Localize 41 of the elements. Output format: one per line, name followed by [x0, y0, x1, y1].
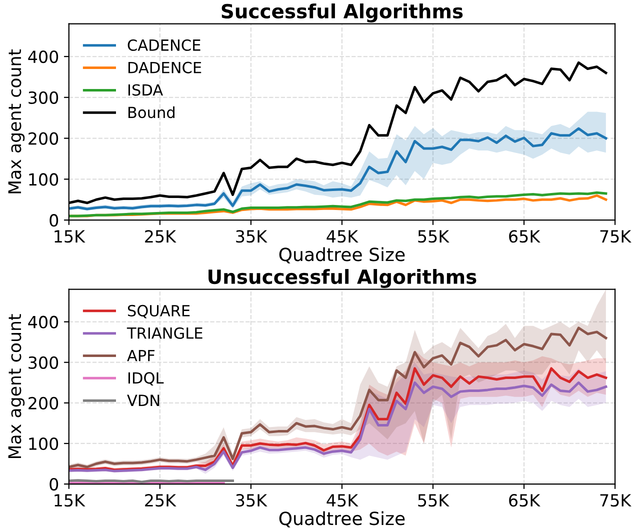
- y-tick-label: 100: [29, 437, 58, 450]
- legend-label: SQUARE: [128, 304, 190, 318]
- legend-label: DADENCE: [128, 62, 202, 74]
- legend-label: APF: [127, 350, 155, 362]
- y-axis-title: Max agent count: [8, 314, 25, 458]
- x-tick-label: 25K: [145, 230, 176, 243]
- y-tick-label: 400: [28, 316, 58, 328]
- legend-label: VDN: [127, 394, 160, 406]
- chart-title: Unsuccessful Algorithms: [208, 269, 476, 288]
- x-tick-label: 55K: [418, 230, 450, 243]
- y-tick-label: 300: [28, 356, 58, 369]
- y-tick-label: 400: [28, 50, 58, 64]
- line-series: [68, 127, 608, 210]
- legend-label: TRIANGLE: [126, 327, 202, 339]
- x-tick-label: 55K: [418, 494, 450, 507]
- y-tick-label: 200: [28, 132, 58, 145]
- legend-label: Bound: [128, 106, 174, 118]
- y-tick-label: 300: [28, 91, 58, 104]
- x-tick-label: 45K: [326, 230, 358, 243]
- x-tick-label: 45K: [326, 494, 358, 507]
- line-series: [68, 326, 608, 468]
- x-tick-label: 75K: [600, 494, 632, 507]
- x-tick-label: 35K: [236, 230, 268, 243]
- chart-title: Successful Algorithms: [222, 3, 463, 22]
- x-tick-label: 15K: [54, 230, 86, 243]
- y-tick-label: 0: [50, 214, 58, 227]
- x-tick-label: 65K: [509, 230, 540, 243]
- y-tick-label: 200: [28, 396, 58, 410]
- y-tick-label: 100: [29, 173, 58, 186]
- y-tick-label: 0: [50, 478, 58, 491]
- x-tick-label: 75K: [600, 230, 632, 243]
- y-axis-title: Max agent count: [8, 49, 25, 194]
- x-tick-label: 25K: [145, 494, 176, 507]
- x-tick-label: 35K: [236, 494, 268, 507]
- legend-label: CADENCE: [128, 39, 200, 51]
- x-axis-title: Quadtree Size: [279, 511, 405, 528]
- x-tick-label: 15K: [54, 494, 86, 507]
- legend-label: IDQL: [128, 372, 164, 386]
- x-axis-title: Quadtree Size: [279, 247, 405, 264]
- x-tick-label: 65K: [509, 494, 540, 507]
- legend-label: ISDA: [128, 84, 163, 96]
